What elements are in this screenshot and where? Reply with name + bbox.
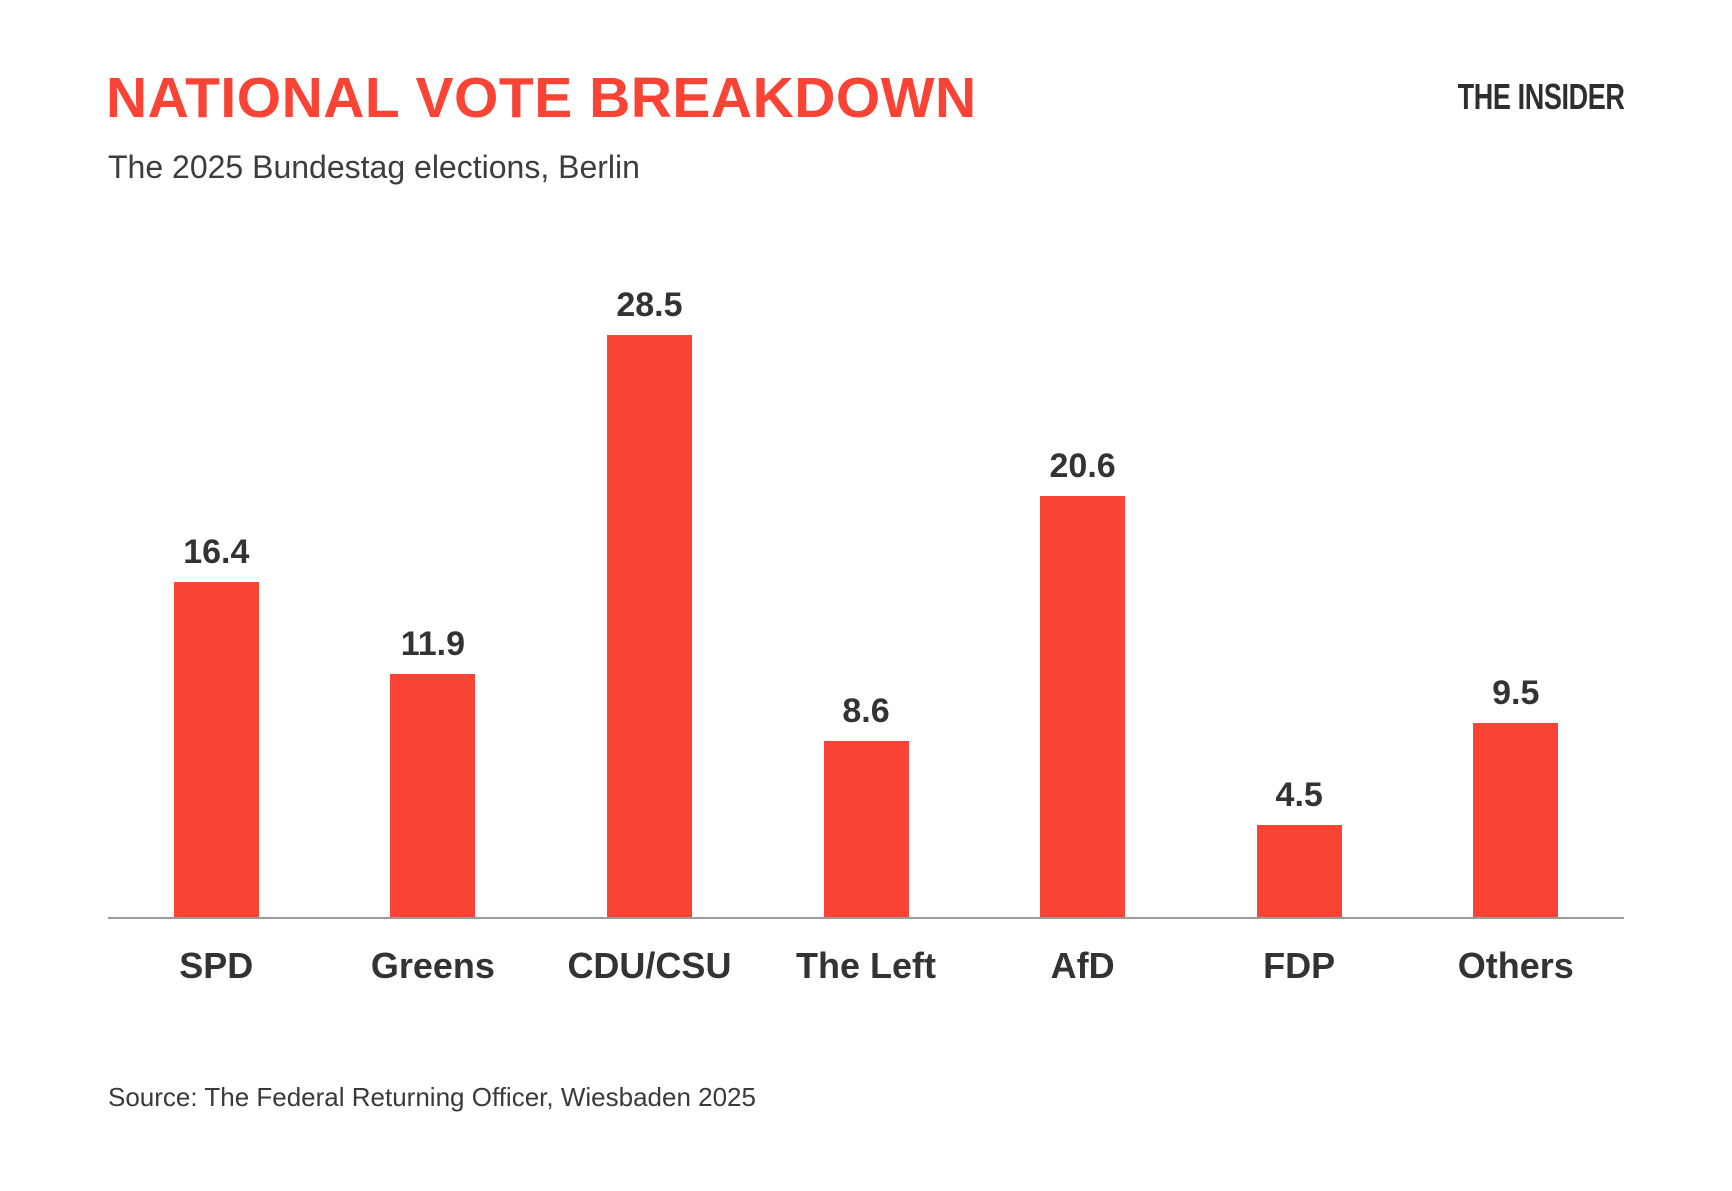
value-label: 28.5: [616, 286, 683, 324]
bar-column: 8.6: [758, 694, 975, 917]
bar-fdp: [1256, 825, 1342, 917]
bar-column: 16.4: [108, 535, 325, 917]
category-label: AfD: [1050, 945, 1115, 986]
category-label: SPD: [179, 945, 254, 986]
bar-column: 20.6: [974, 449, 1191, 917]
bar-afd: [1040, 496, 1126, 917]
value-label: 4.5: [1275, 776, 1323, 814]
bar-column: 11.9: [325, 627, 542, 917]
brand-logo: THE INSIDER: [1458, 76, 1625, 117]
bar-column: 9.5: [1407, 676, 1624, 917]
bar-chart-plot-area: 16.4 11.9 28.5 8.6 20.6 4.5 9.5: [108, 240, 1624, 919]
page-title: NATIONAL VOTE BREAKDOWN: [106, 66, 977, 130]
value-label: 11.9: [400, 625, 466, 663]
value-label: 9.5: [1492, 674, 1540, 712]
value-label: 16.4: [183, 533, 250, 571]
page-subtitle: The 2025 Bundestag elections, Berlin: [108, 149, 640, 185]
bar-others: [1473, 723, 1559, 917]
category-label: CDU/CSU: [567, 945, 732, 986]
bar-column: 28.5: [541, 288, 758, 917]
value-label: 20.6: [1049, 447, 1116, 485]
category-label: FDP: [1263, 945, 1336, 986]
bar-column: 4.5: [1191, 778, 1408, 917]
bar-the-left: [823, 741, 909, 917]
category-label: The Left: [796, 945, 937, 986]
category-label: Others: [1457, 945, 1574, 986]
bar-spd: [173, 582, 259, 917]
value-label: 8.6: [842, 692, 890, 730]
bar-cdu-csu: [606, 335, 692, 917]
source-note: Source: The Federal Returning Officer, W…: [108, 1082, 756, 1112]
category-labels-row: SPD Greens CDU/CSU The Left AfD FDP Others: [108, 919, 1624, 984]
bar-greens: [390, 674, 476, 917]
category-label: Greens: [370, 945, 495, 986]
